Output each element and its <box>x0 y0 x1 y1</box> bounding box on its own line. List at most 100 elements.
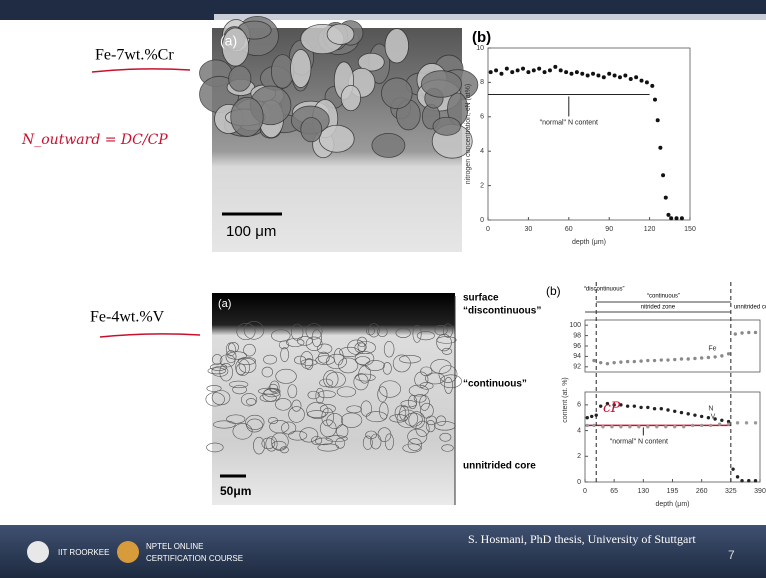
data-point <box>537 67 541 71</box>
row2-label: Fe-4wt.%V <box>90 309 165 326</box>
data-point <box>645 80 649 84</box>
grain <box>327 24 354 44</box>
data-point <box>666 358 669 361</box>
x-tick-label: 60 <box>565 226 573 233</box>
grain <box>433 117 461 135</box>
data-point <box>586 416 589 419</box>
data-point <box>575 70 579 74</box>
data-point <box>680 357 683 360</box>
data-point <box>640 79 644 83</box>
y-tick-label: 100 <box>569 322 581 329</box>
underline <box>92 69 190 72</box>
data-point <box>687 357 690 360</box>
y-tick-label: 98 <box>573 332 581 339</box>
grain <box>421 71 461 98</box>
data-point <box>623 74 627 78</box>
data-point <box>606 362 609 365</box>
grain <box>385 29 409 63</box>
data-point <box>510 70 514 74</box>
annotation: "normal" N content <box>610 438 668 445</box>
data-point <box>700 356 703 359</box>
data-point <box>736 421 739 424</box>
data-point <box>601 425 604 428</box>
footer-institute: IIT ROORKEE <box>58 548 109 557</box>
panel-label: (a) <box>218 298 231 310</box>
data-point <box>727 352 730 355</box>
data-point <box>660 358 663 361</box>
data-point <box>736 475 739 478</box>
plot-frame <box>585 320 760 372</box>
data-point <box>613 74 617 78</box>
handwriting: cP <box>603 400 621 416</box>
data-point <box>516 68 520 72</box>
top-strip <box>214 14 766 20</box>
grain <box>381 78 412 109</box>
y-tick-label: 0 <box>577 479 581 486</box>
y-axis-label: content (at. %) <box>562 377 569 423</box>
data-point <box>553 65 557 69</box>
data-point <box>650 84 654 88</box>
series-label: N <box>708 406 713 413</box>
series-label: V <box>711 413 716 420</box>
x-tick-label: 325 <box>725 488 737 495</box>
data-point <box>754 331 757 334</box>
y-tick-label: 96 <box>573 343 581 350</box>
data-point <box>754 479 757 482</box>
region-label: unnitrided core <box>734 305 766 311</box>
x-tick-label: 195 <box>667 488 679 495</box>
x-tick-label: 30 <box>525 226 533 233</box>
y-tick-label: 6 <box>480 114 484 121</box>
data-point <box>707 416 710 419</box>
plot-frame <box>488 48 690 220</box>
panel-label: (a) <box>220 33 237 49</box>
data-point <box>680 411 683 414</box>
data-point <box>720 419 723 422</box>
data-point <box>489 70 493 74</box>
slide: Fe-7wt.%Cr N_outward = DC/CP (a) 100 μm … <box>0 0 766 578</box>
data-point <box>639 406 642 409</box>
data-point <box>653 98 657 102</box>
data-point <box>633 360 636 363</box>
data-point <box>646 359 649 362</box>
data-point <box>747 479 750 482</box>
data-point <box>505 67 509 71</box>
data-point <box>747 331 750 334</box>
region-label: nitrided zone <box>641 305 676 311</box>
citation: S. Hosmani, PhD thesis, University of St… <box>468 532 696 546</box>
data-point <box>499 72 503 76</box>
y-tick-label: 6 <box>577 402 581 409</box>
data-point <box>607 72 611 76</box>
data-point <box>526 70 530 74</box>
panel-label: (b) <box>546 284 561 298</box>
grain <box>231 97 263 136</box>
data-point <box>559 68 563 72</box>
page-number: 7 <box>728 548 735 562</box>
data-point <box>673 358 676 361</box>
data-point <box>693 357 696 360</box>
data-point <box>666 408 669 411</box>
data-point <box>731 467 734 470</box>
micrograph <box>206 293 462 505</box>
data-point <box>740 479 743 482</box>
data-point <box>745 421 748 424</box>
panel-label: (b) <box>472 29 491 46</box>
zone-label: “continuous” <box>463 379 527 390</box>
data-point <box>664 425 667 428</box>
data-point <box>592 359 595 362</box>
data-point <box>675 216 679 220</box>
data-point <box>658 146 662 150</box>
data-point <box>626 404 629 407</box>
data-point <box>700 415 703 418</box>
data-point <box>700 424 703 427</box>
data-point <box>673 410 676 413</box>
y-tick-label: 4 <box>577 427 581 434</box>
y-tick-label: 8 <box>480 79 484 86</box>
data-point <box>619 360 622 363</box>
scale-label: 50μm <box>220 484 251 498</box>
data-point <box>669 216 673 220</box>
data-point <box>687 412 690 415</box>
data-point <box>580 72 584 76</box>
logo <box>117 541 139 563</box>
data-point <box>618 75 622 79</box>
x-tick-label: 260 <box>696 488 708 495</box>
